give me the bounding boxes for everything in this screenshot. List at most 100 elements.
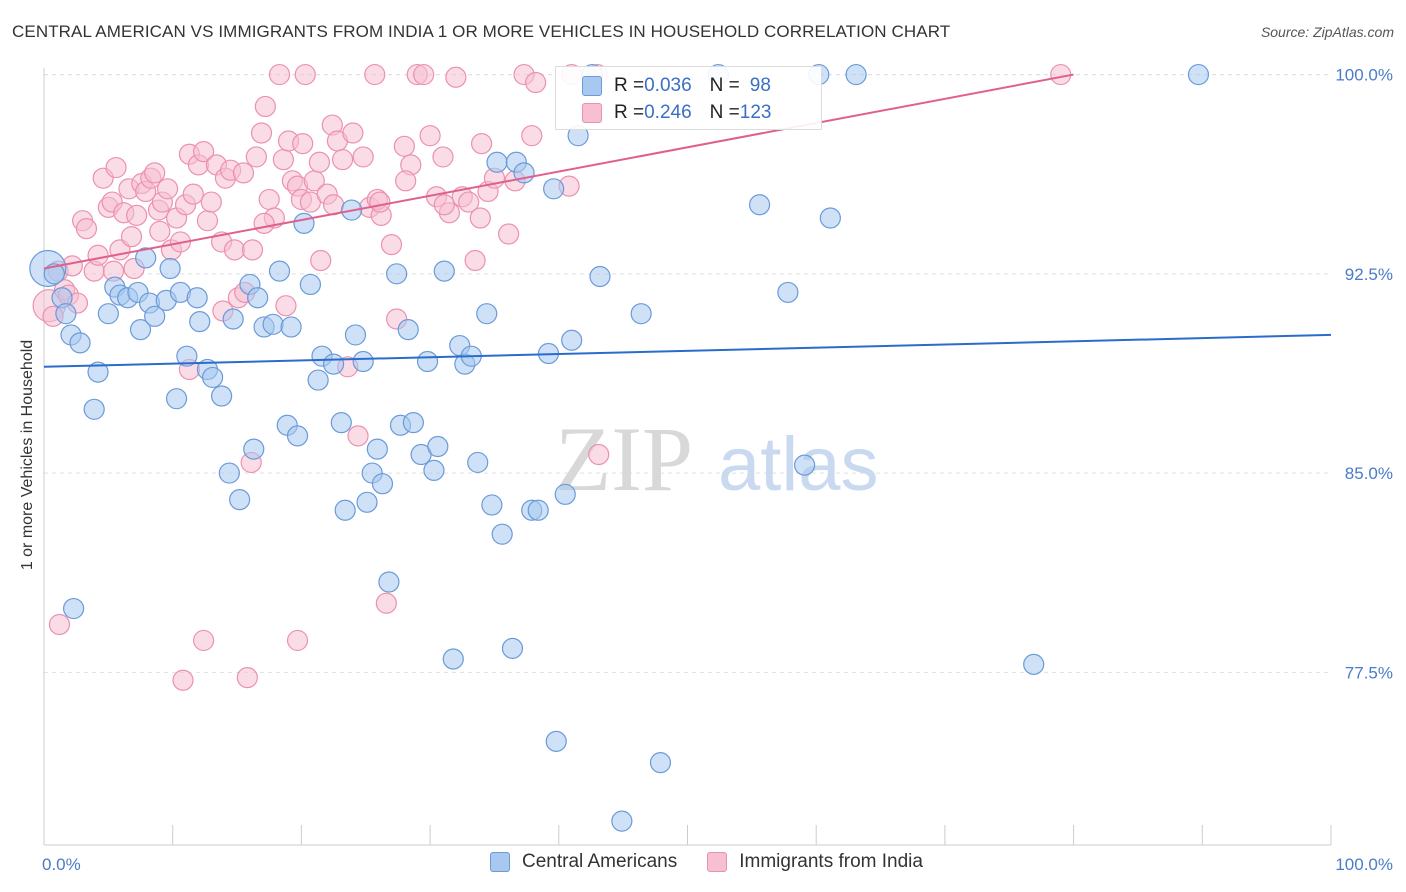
- central-american-point: [433, 260, 455, 282]
- central-american-point: [43, 263, 65, 285]
- india-point: [588, 443, 610, 466]
- legend-label: Immigrants from India: [739, 851, 923, 872]
- india-point: [75, 218, 98, 240]
- central-american-point: [611, 810, 633, 832]
- central-american-point: [630, 303, 652, 325]
- x-tick-label-end: 100.0%: [1335, 855, 1393, 874]
- legend-swatch-pink: [582, 103, 602, 123]
- india-point: [192, 141, 215, 163]
- india-point: [241, 239, 264, 261]
- legend-r-label: R =: [614, 102, 645, 123]
- central-american-point: [286, 425, 309, 447]
- india-point: [347, 425, 369, 447]
- india-point: [469, 207, 491, 229]
- chart-title: CENTRAL AMERICAN VS IMMIGRANTS FROM INDI…: [12, 22, 951, 41]
- central-american-point: [402, 411, 424, 434]
- india-point: [250, 122, 273, 144]
- legend-swatch-blue: [582, 76, 602, 96]
- india-point: [196, 210, 219, 232]
- central-american-point: [543, 178, 565, 200]
- india-point: [272, 148, 294, 171]
- central-american-point: [144, 305, 166, 327]
- central-american-point: [247, 287, 269, 309]
- central-american-point: [397, 319, 419, 341]
- central-american-point: [423, 459, 445, 482]
- central-american-point: [222, 308, 244, 330]
- india-point: [498, 223, 520, 245]
- central-american-point: [218, 462, 240, 484]
- central-american-point: [467, 451, 489, 474]
- india-point: [294, 63, 316, 86]
- india-point: [393, 135, 415, 157]
- series-legend: Central Americans Immigrants from India: [490, 851, 953, 873]
- axes: [43, 68, 1332, 846]
- central-american-point: [545, 730, 567, 752]
- central-american-point: [165, 388, 188, 410]
- central-american-point: [501, 637, 524, 660]
- india-point: [105, 156, 127, 179]
- india-point: [292, 133, 314, 155]
- central-american-point: [491, 523, 513, 545]
- india-point: [445, 66, 467, 88]
- india-point: [521, 125, 543, 147]
- legend-item-central-americans[interactable]: Central Americans: [490, 851, 677, 873]
- central-american-point: [229, 489, 251, 511]
- legend-item-india[interactable]: Immigrants from India: [707, 851, 923, 873]
- central-american-point: [243, 438, 265, 460]
- central-american-point: [186, 287, 208, 309]
- watermark-zip: ZIP: [555, 408, 693, 510]
- central-american-point: [845, 63, 867, 86]
- y-tick-label: 92.5%: [1345, 265, 1393, 284]
- india-point: [182, 183, 204, 205]
- india-point: [525, 71, 547, 94]
- central-american-point: [159, 257, 181, 280]
- india-point: [369, 191, 391, 213]
- central-american-point: [819, 207, 841, 229]
- legend-n-value: 98: [749, 75, 771, 96]
- india-point: [48, 613, 71, 636]
- india-point: [144, 162, 166, 184]
- central-american-point: [307, 369, 329, 391]
- india-point: [223, 239, 246, 261]
- india-point: [364, 63, 386, 86]
- central-american-point: [293, 212, 315, 234]
- india-point: [433, 194, 455, 216]
- central-american-point: [344, 324, 367, 346]
- legend-n-value: 123: [739, 102, 772, 123]
- legend-r-value: 0.036: [644, 75, 692, 96]
- central-american-point: [280, 316, 302, 338]
- source-label: Source: ZipAtlas.com: [1260, 24, 1394, 40]
- india-point: [395, 170, 417, 192]
- central-american-point: [334, 499, 356, 521]
- legend-label: Central Americans: [522, 851, 678, 872]
- legend-r-label: R =: [614, 75, 645, 96]
- central-american-point: [748, 194, 771, 216]
- legend-swatch-pink: [707, 852, 728, 872]
- central-american-point: [63, 597, 85, 620]
- trend-line-central-americans: [43, 333, 1332, 368]
- central-american-point: [561, 329, 583, 351]
- central-american-point: [356, 491, 378, 513]
- india-point: [458, 191, 480, 213]
- tick-labels: 77.5% 85.0% 92.5% 100.0% 0.0% 100.0%: [42, 66, 1393, 874]
- central-american-point: [416, 350, 439, 373]
- central-american-point: [442, 648, 464, 670]
- central-american-point: [55, 303, 77, 325]
- central-american-point: [777, 281, 799, 304]
- series-central-americans-points: [29, 63, 1210, 832]
- india-point: [375, 592, 397, 614]
- india-point: [200, 191, 222, 213]
- india-point: [1050, 63, 1072, 86]
- india-point: [352, 146, 374, 168]
- central-american-point: [481, 494, 503, 516]
- central-american-point: [386, 263, 408, 285]
- india-point: [308, 151, 331, 173]
- central-american-point: [268, 260, 291, 282]
- central-american-point: [330, 411, 352, 434]
- central-american-point: [83, 398, 105, 420]
- y-tick-label: 77.5%: [1345, 663, 1393, 682]
- central-american-point: [135, 247, 157, 269]
- y-tick-label: 85.0%: [1345, 464, 1393, 483]
- legend-n-label: N =: [709, 102, 740, 123]
- central-american-point: [649, 752, 672, 774]
